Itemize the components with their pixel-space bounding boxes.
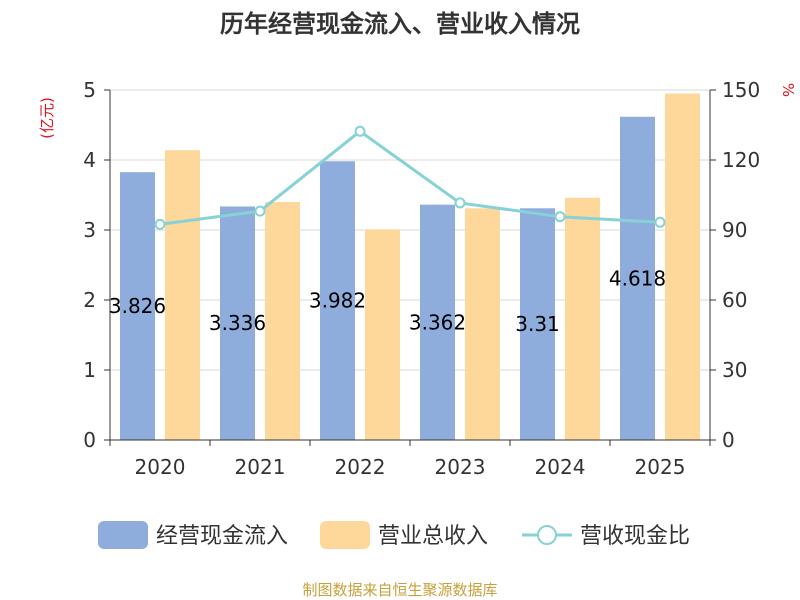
bar-营业总收入[interactable] xyxy=(465,208,500,440)
legend-swatch xyxy=(320,521,370,549)
line-point[interactable] xyxy=(454,197,466,209)
legend-label[interactable]: 营收现金比 xyxy=(580,524,690,549)
x-tick-label: 2022 xyxy=(335,455,386,479)
data-labels: 3.826 3.336 3.982 3.362 3.31 4.618 xyxy=(109,266,666,336)
bars xyxy=(120,93,700,441)
x-tick-label: 2025 xyxy=(635,455,686,479)
legend-swatch xyxy=(98,521,148,549)
y-right-tick-label: 150 xyxy=(722,78,760,102)
y-right-tick-label: 30 xyxy=(722,358,747,382)
line-point[interactable] xyxy=(554,211,566,223)
legend-swatch-marker xyxy=(537,525,557,545)
bar-经营现金流入[interactable] xyxy=(420,204,455,440)
y-left-tick-label: 4 xyxy=(83,148,96,172)
y-right-tick-label: 90 xyxy=(722,218,747,242)
y-left-unit: (亿元) xyxy=(38,97,56,139)
line-point[interactable] xyxy=(354,125,366,137)
bar-经营现金流入[interactable] xyxy=(520,208,555,440)
line-point[interactable] xyxy=(154,218,166,230)
y-right-tick-label: 120 xyxy=(722,148,760,172)
legend-label[interactable]: 营业总收入 xyxy=(378,524,488,549)
y-left-tick-label: 2 xyxy=(83,288,96,312)
y-left-tick-label: 5 xyxy=(83,78,96,102)
x-tick-label: 2021 xyxy=(235,455,286,479)
y-left-tick-label: 0 xyxy=(83,428,96,452)
bar-经营现金流入[interactable] xyxy=(120,172,155,440)
legend-label[interactable]: 经营现金流入 xyxy=(156,524,288,549)
x-tick-label: 2020 xyxy=(135,455,186,479)
line-营收现金比 xyxy=(159,129,661,226)
bar-营业总收入[interactable] xyxy=(365,229,400,440)
bar-营业总收入[interactable] xyxy=(665,93,700,441)
legend[interactable]: 经营现金流入 营业总收入 营收现金比 xyxy=(98,521,690,549)
bar-营业总收入[interactable] xyxy=(165,150,200,440)
chart-title: 历年经营现金流入、营业收入情况 xyxy=(220,10,580,38)
line-point[interactable] xyxy=(654,216,666,228)
y-left-tick-label: 1 xyxy=(83,358,96,382)
bar-data-label: 3.336 xyxy=(209,311,266,335)
source-note: 制图数据来自恒生聚源数据库 xyxy=(302,581,497,599)
axes: 0 1 2 3 4 5 0 30 60 90 120 150 2020 2021 2022 2023 2024 2… xyxy=(83,78,760,479)
bar-data-label: 3.982 xyxy=(309,289,366,313)
ratio-line xyxy=(154,125,666,230)
bar-data-label: 3.362 xyxy=(409,310,466,334)
y-right-tick-label: 60 xyxy=(722,288,747,312)
y-right-unit: % xyxy=(779,83,797,97)
y-left-tick-label: 3 xyxy=(83,218,96,242)
bar-data-label: 4.618 xyxy=(609,266,666,290)
bar-data-label: 3.826 xyxy=(109,294,166,318)
line-point[interactable] xyxy=(254,205,266,217)
bar-经营现金流入[interactable] xyxy=(320,161,355,440)
y-right-tick-label: 0 xyxy=(722,428,735,452)
x-tick-label: 2023 xyxy=(435,455,486,479)
bar-营业总收入[interactable] xyxy=(565,197,600,440)
x-tick-label: 2024 xyxy=(535,455,586,479)
bar-营业总收入[interactable] xyxy=(265,202,300,440)
grid xyxy=(110,89,710,371)
bar-data-label: 3.31 xyxy=(515,312,560,336)
bar-经营现金流入[interactable] xyxy=(620,116,655,441)
bar-经营现金流入[interactable] xyxy=(220,206,255,440)
